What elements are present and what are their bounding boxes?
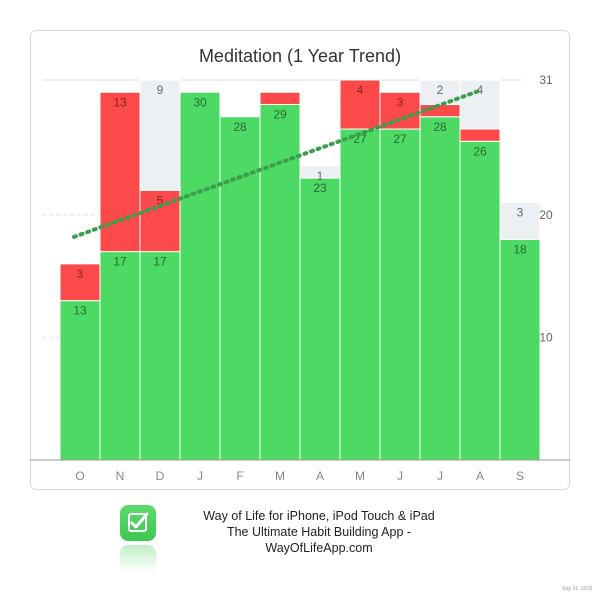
x-tick-label: F <box>236 469 243 483</box>
y-tick-label: 31 <box>539 73 553 87</box>
x-tick-label: S <box>516 469 524 483</box>
bar-value-label: 3 <box>517 206 524 220</box>
bar-segment-green <box>99 251 141 461</box>
bar-value-label: 5 <box>157 193 164 207</box>
bar-value-label: 4 <box>477 83 484 97</box>
bar-value-label: 30 <box>193 95 207 109</box>
chart-title: Meditation (1 Year Trend) <box>199 46 401 66</box>
bar-segment-red <box>379 91 421 130</box>
app-icon-reflection <box>120 545 156 573</box>
bar-segment-green <box>299 177 341 461</box>
bar-value-label: 17 <box>113 255 127 269</box>
y-tick-label: 20 <box>539 208 553 222</box>
x-tick-label: J <box>397 469 403 483</box>
x-tick-label: A <box>316 469 324 483</box>
bar-segment-green <box>59 300 101 461</box>
bar-value-label: 13 <box>113 95 127 109</box>
x-tick-label: N <box>116 469 125 483</box>
bar-value-label: 26 <box>473 144 487 158</box>
bar-value-label: 29 <box>273 108 287 122</box>
bar-value-label: 23 <box>313 181 327 195</box>
bar-segment-green <box>179 91 221 461</box>
x-tick-label: A <box>476 469 484 483</box>
bar-chart: Meditation (1 Year Trend) 133O1713N1759D… <box>30 46 570 483</box>
x-tick-label: J <box>437 469 443 483</box>
bar-value-label: 28 <box>433 120 447 134</box>
bar-value-label: 3 <box>77 267 84 281</box>
footer-line-2: The Ultimate Habit Building App - WayOfL… <box>226 525 412 555</box>
checkmark-icon <box>128 512 149 532</box>
bar-segment-gray <box>459 79 501 130</box>
x-tick-label: D <box>156 469 165 483</box>
bar-segment-red <box>59 263 101 302</box>
footer: Way of Life for iPhone, iPod Touch & iPa… <box>120 505 580 573</box>
footer-line-1: Way of Life for iPhone, iPod Touch & iPa… <box>203 509 435 523</box>
x-tick-label: M <box>355 469 365 483</box>
bar-value-label: 27 <box>393 132 407 146</box>
bar-segment-green <box>419 116 461 461</box>
bar-value-label: 4 <box>357 83 364 97</box>
bar-value-label: 17 <box>153 255 167 269</box>
x-tick-label: O <box>75 469 84 483</box>
bar-segment-green <box>499 238 541 461</box>
timestamp: Sep 21, 2018 <box>562 586 592 592</box>
bar-segment-red <box>339 79 381 130</box>
bar-value-label: 1 <box>317 169 324 183</box>
bar-segment-gray <box>499 202 541 240</box>
bar-value-label: 28 <box>233 120 247 134</box>
trend-line <box>72 87 484 239</box>
bar-segment-green <box>139 251 181 461</box>
y-tick-label: 10 <box>539 330 553 344</box>
x-tick-label: J <box>197 469 203 483</box>
bar-segment-green <box>219 116 261 461</box>
footer-text: Way of Life for iPhone, iPod Touch & iPa… <box>174 508 464 556</box>
bar-value-label: 3 <box>397 95 404 109</box>
bar-segment-green <box>459 140 501 461</box>
bar-value-label: 9 <box>157 83 164 97</box>
bar-segment-green <box>339 128 381 461</box>
bar-value-label: 13 <box>73 304 87 318</box>
bar-value-label: 2 <box>437 83 444 97</box>
bar-segment-gray <box>139 79 181 191</box>
bar-segment-red <box>99 91 141 253</box>
bar-segment-red <box>259 91 301 106</box>
bar-value-label: 18 <box>513 242 527 256</box>
bar-segment-red <box>459 128 501 142</box>
x-tick-label: M <box>275 469 285 483</box>
app-icon <box>120 505 156 541</box>
bar-segment-green <box>379 128 421 461</box>
